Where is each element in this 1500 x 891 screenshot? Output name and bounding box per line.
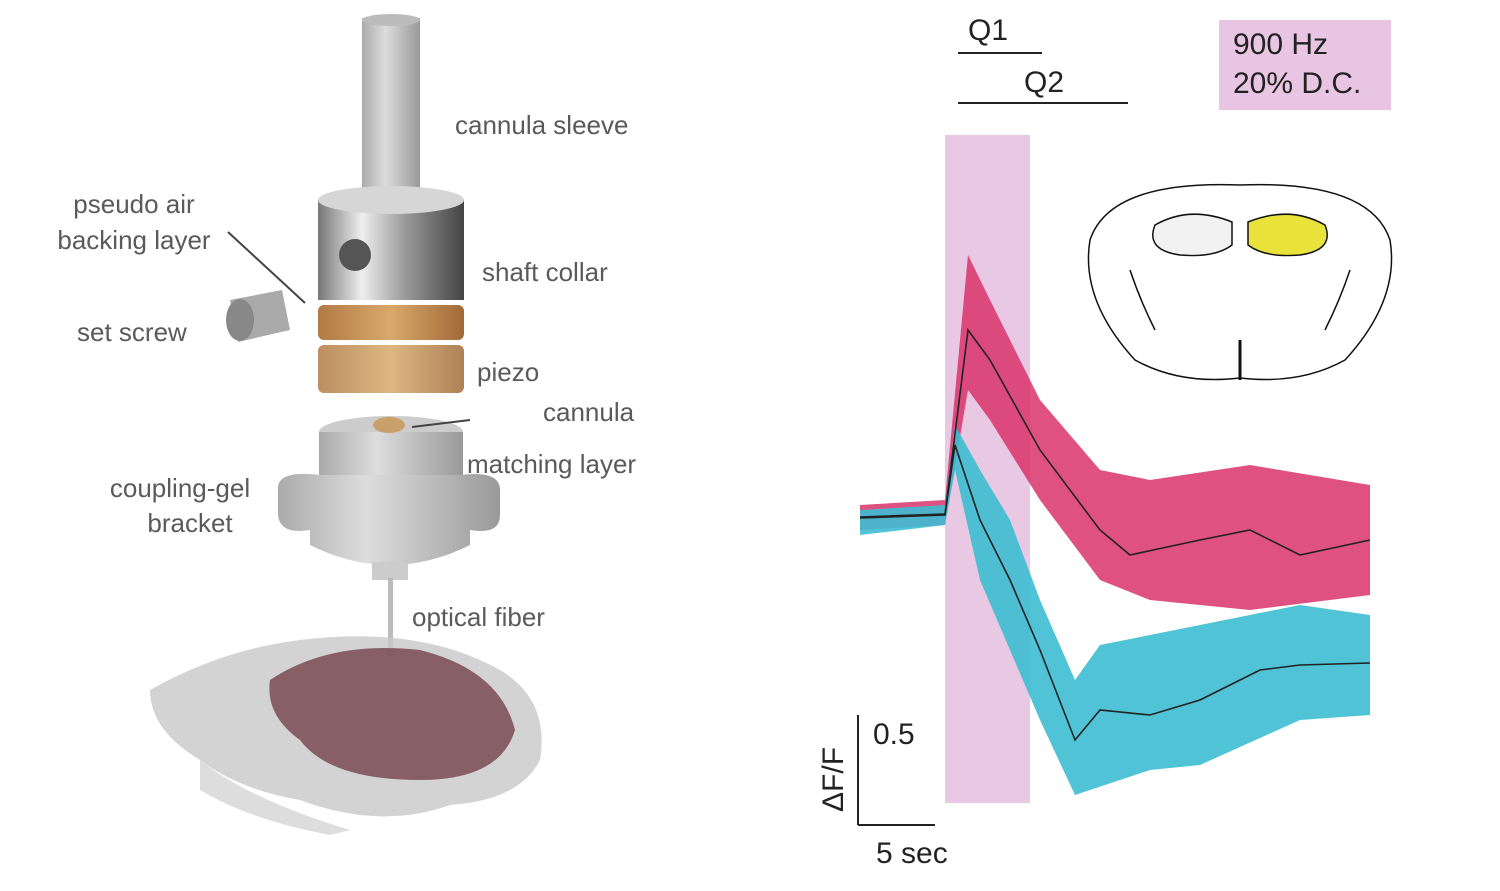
label: set screw [77,317,187,347]
label: matching layer [467,449,636,479]
scale-y-label: ΔF/F [817,747,850,812]
q2-mean [859,444,1371,742]
label: pseudo air [73,189,195,219]
label: cannula [543,397,635,427]
scale-y-value: 0.5 [873,718,915,751]
q1-mean [859,327,1371,556]
device-drawing [150,14,542,835]
label: coupling-gel [110,473,250,503]
stim-box [1219,20,1391,110]
scale-x-label: 5 sec [876,837,948,870]
brain-schematic [1087,183,1393,381]
q1-label: Q1 [968,14,1008,47]
label: backing layer [57,225,211,255]
q1-band [860,255,1370,610]
label: shaft collar [482,257,608,287]
label: bracket [147,508,233,538]
stim-label: 20% D.C. [1233,67,1361,100]
label: optical fiber [412,602,545,632]
stim-label: 900 Hz [1233,28,1328,61]
q2-label: Q2 [1024,66,1064,99]
label: piezo [477,357,539,387]
label: cannula sleeve [455,110,628,140]
q2-band [860,425,1370,795]
